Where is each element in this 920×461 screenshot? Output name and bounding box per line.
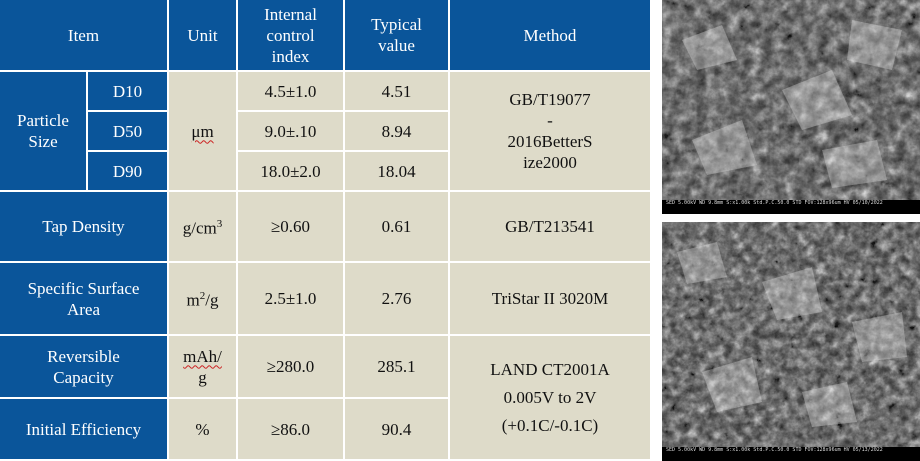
d10-label: D10 bbox=[88, 72, 169, 112]
efficiency-value: 90.4 bbox=[345, 399, 450, 461]
capacity-line2: Capacity bbox=[53, 367, 114, 387]
particle-size-unit-text: μm bbox=[191, 121, 214, 141]
psm-line4: ize2000 bbox=[523, 153, 577, 172]
psm-line2: - bbox=[547, 111, 553, 130]
header-internal-index: Internal control index bbox=[238, 0, 345, 72]
electro-method-line2: 0.005V to 2V bbox=[503, 387, 597, 407]
particle-size-line1: Particle bbox=[17, 111, 69, 130]
tap-density-unit-text: g/cm3 bbox=[183, 214, 223, 239]
tap-density-index: ≥0.60 bbox=[238, 192, 345, 263]
efficiency-unit: % bbox=[169, 399, 238, 461]
d50-value: 8.94 bbox=[345, 112, 450, 152]
capacity-label: Reversible Capacity bbox=[0, 336, 169, 399]
efficiency-label: Initial Efficiency bbox=[0, 399, 169, 461]
sem-footer-bottom: SED 5.00kV WD 9.8mm S:x1.00k Std.P.C.50.… bbox=[662, 447, 920, 461]
psm-line3: 2016BetterS bbox=[507, 132, 593, 151]
capacity-index: ≥280.0 bbox=[238, 336, 345, 399]
electro-method: LAND CT2001A 0.005V to 2V (+0.1C/-0.1C) bbox=[450, 336, 652, 461]
particle-size-line2: Size bbox=[28, 132, 58, 151]
sem-image-bottom: SED 5.00kV WD 9.8mm S:x1.00k Std.P.C.50.… bbox=[662, 222, 920, 461]
d10-index: 4.5±1.0 bbox=[238, 72, 345, 112]
d10-value: 4.51 bbox=[345, 72, 450, 112]
d90-label: D90 bbox=[88, 152, 169, 192]
tap-density-method: GB/T213541 bbox=[450, 192, 652, 263]
capacity-line1: Reversible bbox=[47, 346, 120, 366]
header-typical-line2: value bbox=[378, 36, 415, 55]
d90-index: 18.0±2.0 bbox=[238, 152, 345, 192]
electro-method-line3: (+0.1C/-0.1C) bbox=[501, 415, 599, 435]
electro-method-line1: LAND CT2001A bbox=[490, 359, 610, 379]
particle-size-label: Particle Size bbox=[0, 72, 88, 192]
d50-index: 9.0±.10 bbox=[238, 112, 345, 152]
header-unit: Unit bbox=[169, 0, 238, 72]
capacity-unit-line1: mAh/ bbox=[183, 346, 222, 366]
surface-area-unit-text: m2/g bbox=[187, 286, 219, 311]
sem-footer-top: SED 5.00kV WD 9.8mm S:x1.00k Std.P.C.50.… bbox=[662, 200, 920, 214]
capacity-unit-line2: g bbox=[198, 367, 207, 387]
surface-area-unit: m2/g bbox=[169, 263, 238, 336]
header-internal-line3: index bbox=[271, 46, 310, 66]
particle-size-unit: μm bbox=[169, 72, 238, 192]
surface-area-method: TriStar II 3020M bbox=[450, 263, 652, 336]
surface-area-line2: Area bbox=[66, 299, 101, 319]
capacity-unit: mAh/ g bbox=[169, 336, 238, 399]
tap-density-unit-sup: 3 bbox=[216, 218, 223, 231]
surface-area-label: Specific Surface Area bbox=[0, 263, 169, 336]
psm-line1: GB/T19077 bbox=[509, 90, 591, 109]
header-typical-line1: Typical bbox=[371, 15, 422, 34]
tap-density-label: Tap Density bbox=[0, 192, 169, 263]
d50-label: D50 bbox=[88, 112, 169, 152]
efficiency-index: ≥86.0 bbox=[238, 399, 345, 461]
surface-area-line1: Specific Surface bbox=[27, 278, 140, 298]
tap-density-value: 0.61 bbox=[345, 192, 450, 263]
spec-table: Item Unit Internal control index Typical… bbox=[0, 0, 652, 461]
surface-area-unit-sup: 2 bbox=[199, 290, 206, 303]
surface-area-unit-tail: /g bbox=[205, 290, 219, 310]
header-typical-value: Typical value bbox=[345, 0, 450, 72]
d90-value: 18.04 bbox=[345, 152, 450, 192]
header-internal-line2: control bbox=[266, 25, 315, 45]
header-method: Method bbox=[450, 0, 652, 72]
surface-area-unit-base: m bbox=[186, 290, 200, 310]
header-item: Item bbox=[0, 0, 169, 72]
sem-texture-bottom bbox=[662, 222, 920, 461]
sem-image-top: SED 5.00kV WD 9.8mm S:x1.00k Std.P.C.50.… bbox=[662, 0, 920, 214]
sem-texture-top bbox=[662, 0, 920, 214]
surface-area-index: 2.5±1.0 bbox=[238, 263, 345, 336]
capacity-value: 285.1 bbox=[345, 336, 450, 399]
particle-size-method: GB/T19077 - 2016BetterS ize2000 bbox=[450, 72, 652, 192]
surface-area-value: 2.76 bbox=[345, 263, 450, 336]
tap-density-unit: g/cm3 bbox=[169, 192, 238, 263]
tap-density-unit-base: g/cm bbox=[182, 218, 217, 238]
header-internal-line1: Internal bbox=[264, 4, 317, 24]
